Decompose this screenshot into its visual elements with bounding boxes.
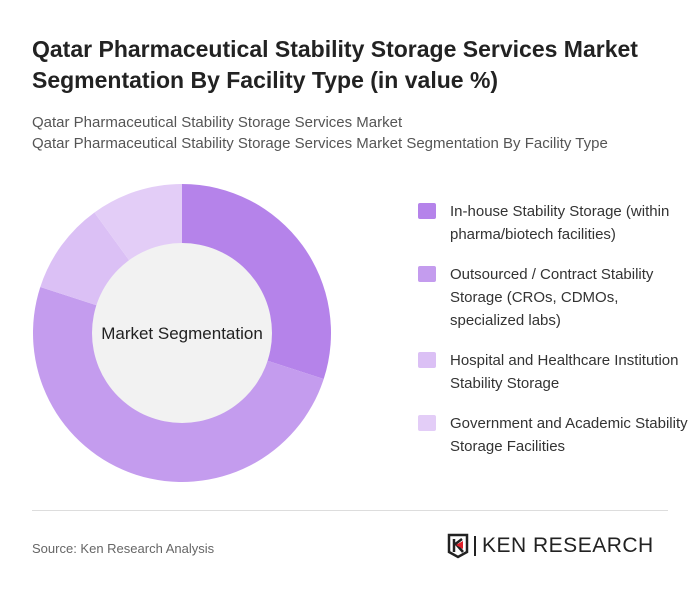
legend-item: Hospital and Healthcare Institution Stab… xyxy=(418,349,688,395)
donut-center xyxy=(92,243,272,423)
legend-label: Government and Academic Stability Storag… xyxy=(450,415,688,455)
legend-label: Hospital and Healthcare Institution Stab… xyxy=(450,352,679,392)
chart-subtitle-segmentation: Qatar Pharmaceutical Stability Storage S… xyxy=(32,135,608,152)
legend-swatch xyxy=(418,415,436,431)
legend-swatch xyxy=(418,203,436,219)
legend-swatch xyxy=(418,266,436,282)
legend-swatch xyxy=(418,352,436,368)
source-note: Source: Ken Research Analysis xyxy=(32,541,215,556)
donut-chart: Market Segmentation xyxy=(33,184,331,483)
legend: In-house Stability Storage (within pharm… xyxy=(418,200,688,475)
divider xyxy=(32,510,668,511)
logo-text: KEN RESEARCH xyxy=(482,534,654,557)
chart-title: Qatar Pharmaceutical Stability Storage S… xyxy=(32,36,638,93)
chart-subtitle-market: Qatar Pharmaceutical Stability Storage S… xyxy=(32,114,403,131)
center-label: Market Segmentation xyxy=(101,324,263,343)
ken-research-logo-icon xyxy=(447,533,469,559)
legend-label: Outsourced / Contract Stability Storage … xyxy=(450,266,654,329)
legend-label: In-house Stability Storage (within pharm… xyxy=(450,203,670,243)
legend-item: Outsourced / Contract Stability Storage … xyxy=(418,263,688,332)
legend-item: In-house Stability Storage (within pharm… xyxy=(418,200,688,246)
ken-research-logo: KEN RESEARCH xyxy=(447,533,654,559)
legend-item: Government and Academic Stability Storag… xyxy=(418,412,688,458)
